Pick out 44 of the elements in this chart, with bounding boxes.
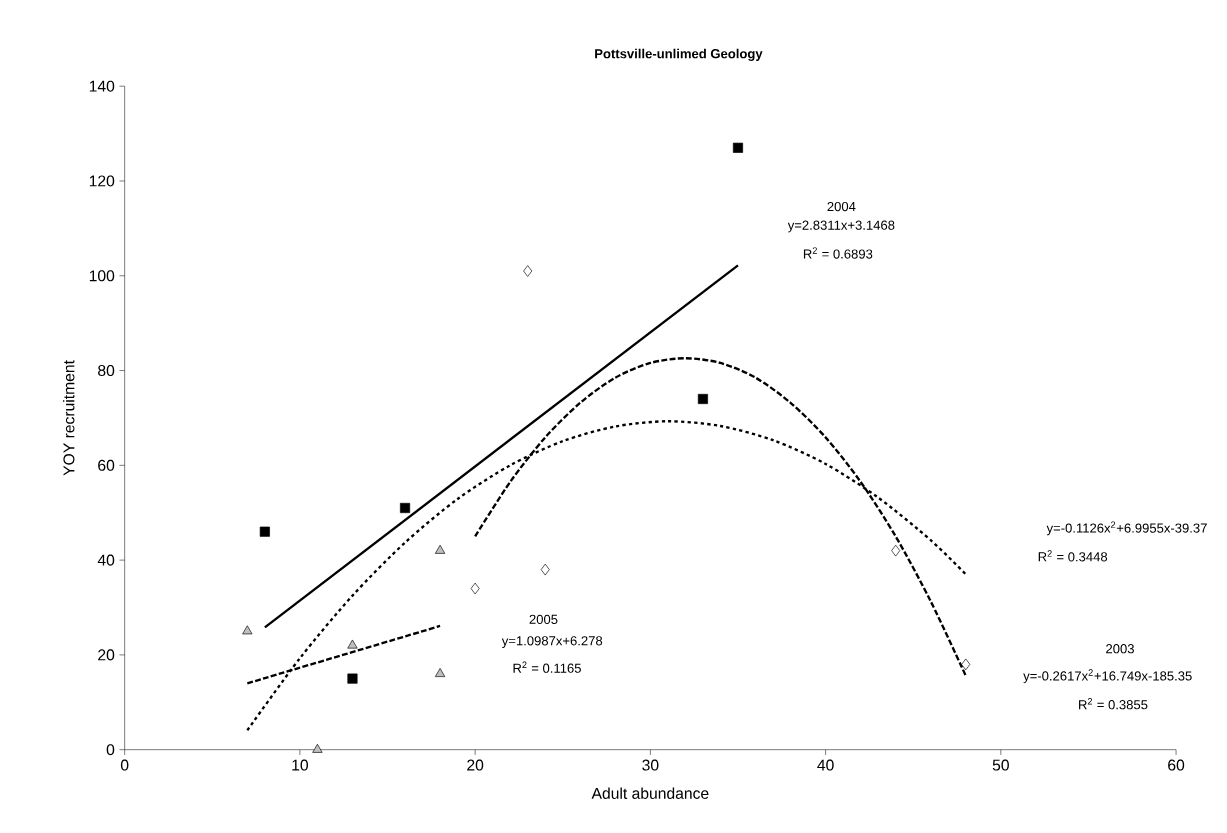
point (347, 639, 358, 649)
x-tick-label: 30 (642, 759, 659, 771)
annotation: 2004 (827, 202, 856, 212)
annotation: R$^{2}$ = 0.1165 (513, 661, 581, 674)
y-tick-label: 120 (89, 175, 115, 187)
chart-title: Pottsville-unlimed Geology (595, 48, 763, 62)
x-tick-label: 40 (817, 759, 834, 771)
point (435, 545, 446, 554)
annotation: y=2.8311x+3.1468 (787, 220, 895, 233)
x-axis-title: Adult abundance (591, 787, 709, 800)
point (347, 673, 358, 684)
point (891, 545, 901, 557)
point (400, 503, 411, 514)
point (961, 658, 971, 671)
y-axis-title: YOY recruitment (62, 360, 75, 476)
annotation: y=-0.2617x$^{2}$+16.749x-185.35 (1023, 669, 1192, 684)
point (523, 265, 533, 278)
annotation: 2003 (1106, 644, 1134, 654)
y-tick-label: 40 (97, 554, 115, 566)
point (540, 563, 550, 576)
x-tick-label: 60 (1168, 759, 1185, 771)
point (732, 142, 744, 154)
annotation: 2005 (529, 614, 558, 625)
point (697, 394, 708, 405)
annotation: y=1.0987x+6.278 (501, 636, 603, 649)
annotation: R$^{2}$ = 0.3448 (1038, 550, 1108, 562)
x-tick-label: 20 (467, 759, 484, 771)
x-tick-label: 0 (120, 759, 129, 771)
y-tick-label: 0 (106, 744, 115, 756)
y-tick-label: 20 (98, 649, 115, 661)
y-tick-label: 100 (89, 270, 115, 282)
y-tick-label: 140 (89, 80, 115, 92)
point (259, 526, 270, 537)
y-tick-label: 80 (98, 365, 115, 377)
annotation: R$^{2}$ = 0.3855 (1079, 698, 1148, 710)
point (435, 668, 446, 678)
point (242, 625, 253, 635)
x-tick-label: 10 (292, 759, 309, 771)
point (470, 582, 480, 595)
annotation: R$^{2}$ = 0.6893 (803, 247, 873, 259)
point (312, 744, 323, 753)
x-tick-label: 50 (992, 759, 1009, 771)
annotation: y=-0.1126x$^{2}$+6.9955x-39.37 (1046, 521, 1207, 536)
y-tick-label: 60 (98, 459, 115, 472)
